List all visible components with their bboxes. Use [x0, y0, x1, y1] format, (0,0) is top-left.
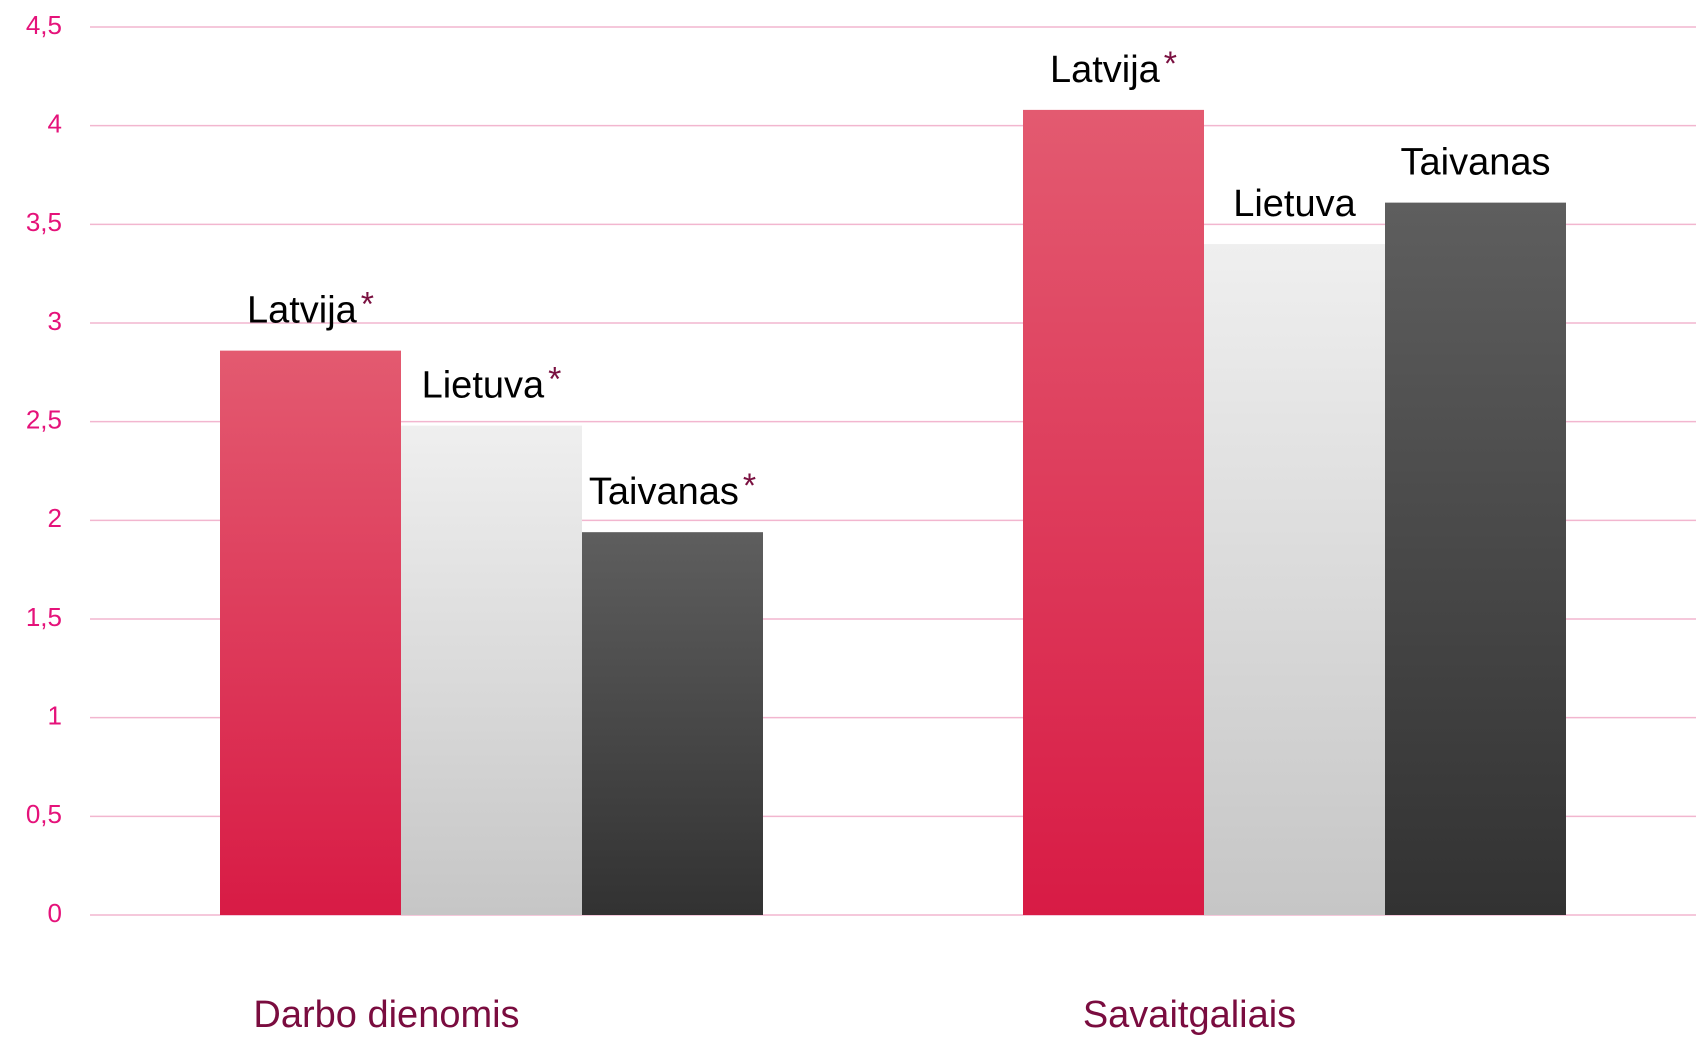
y-tick-label: 0,5 [26, 799, 62, 829]
significance-marker: * [361, 286, 374, 324]
y-tick-label: 4 [48, 109, 62, 139]
series-name: Latvija [247, 290, 358, 332]
bar-label: Lietuva [1233, 183, 1356, 225]
y-tick-label: 1,5 [26, 602, 62, 632]
x-tick-label: Savaitgaliais [1083, 994, 1296, 1036]
bar-label: Taivanas [1401, 142, 1551, 184]
y-tick-label: 0 [48, 898, 62, 928]
series-name: Latvija [1050, 49, 1161, 91]
bar [1385, 202, 1566, 916]
significance-marker: * [743, 467, 756, 505]
bar-label: Taivanas * [589, 467, 756, 513]
y-tick-label: 2,5 [26, 405, 62, 435]
y-tick-label: 3,5 [26, 207, 62, 237]
bar-label: Latvija * [247, 286, 374, 332]
series-name: Lietuva [422, 365, 545, 407]
bar-label: Latvija * [1050, 45, 1177, 91]
bar [582, 532, 763, 915]
bar [220, 350, 401, 915]
bar [1023, 109, 1204, 915]
y-tick-label: 3 [48, 306, 62, 336]
y-tick-label: 4,5 [26, 10, 62, 40]
series-name: Lietuva [1233, 183, 1356, 225]
series-name: Taivanas [589, 471, 739, 513]
bar [1204, 244, 1385, 916]
bar [401, 425, 582, 915]
significance-marker: * [1164, 45, 1177, 83]
x-tick-label: Darbo dienomis [253, 994, 519, 1036]
bar-label: Lietuva * [422, 361, 562, 407]
y-tick-label: 1 [48, 701, 62, 731]
significance-marker: * [548, 361, 561, 399]
series-name: Taivanas [1401, 142, 1551, 184]
y-tick-label: 2 [48, 503, 62, 533]
